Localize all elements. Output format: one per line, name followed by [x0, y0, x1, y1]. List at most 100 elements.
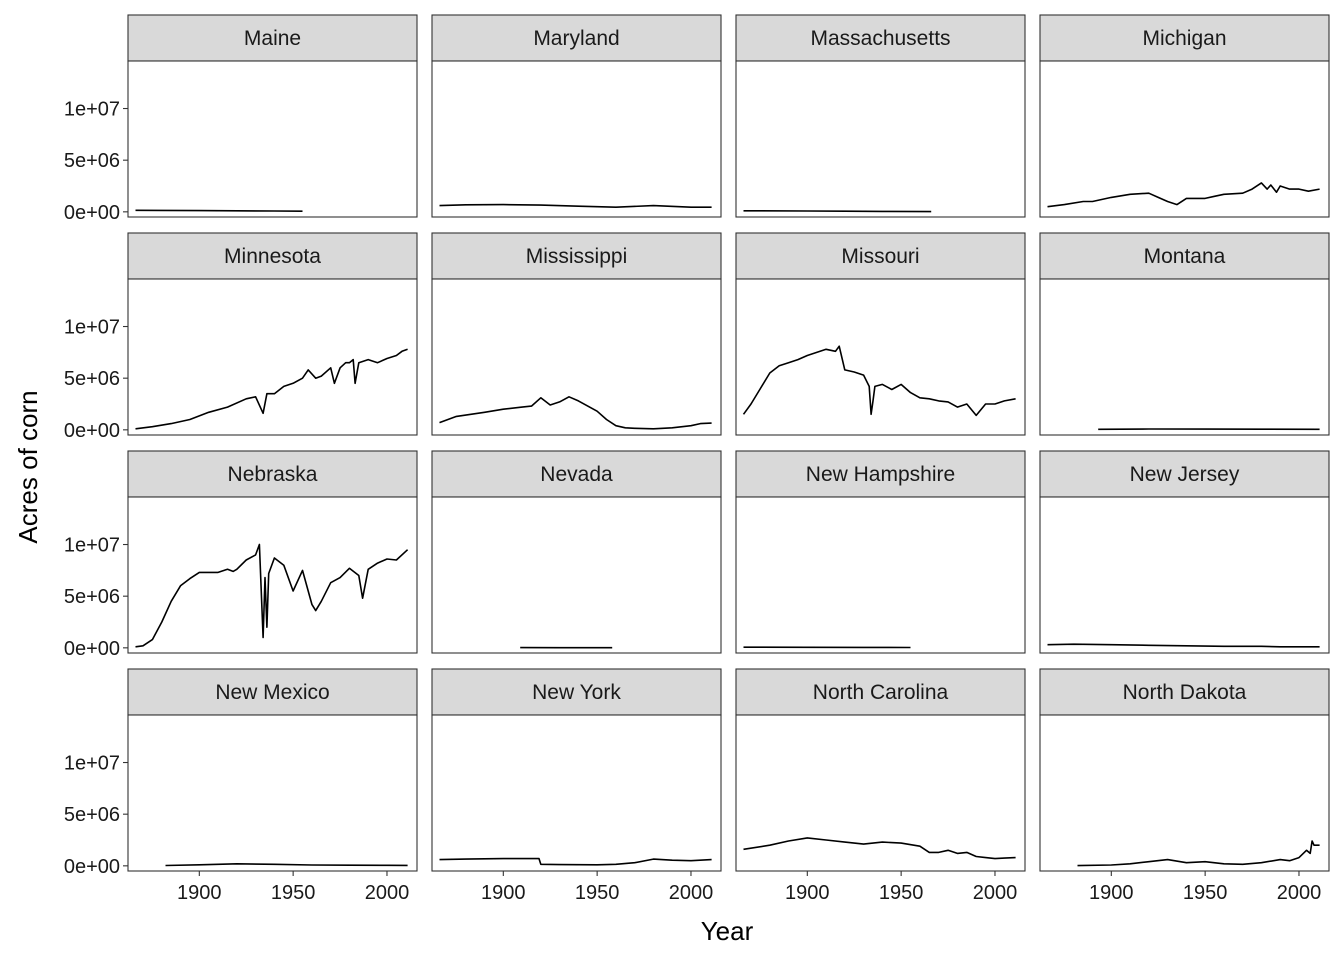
facet-strip-label: New Hampshire — [806, 463, 955, 486]
facet-strip-new-jersey — [1039, 450, 1330, 498]
x-tick-label: 1950 — [879, 882, 924, 904]
plot-area-mississippi — [431, 278, 722, 436]
facet-strip-north-carolina — [735, 668, 1026, 716]
plot-area-nevada — [431, 496, 722, 654]
facet-strip-nebraska — [127, 450, 418, 498]
x-axes-layer: 1900 1950 2000 1900 1950 2000 1900 1950 2000 1900… — [177, 871, 1321, 904]
y-tick-label: 0e+00 — [64, 856, 120, 878]
series-line-maine — [135, 209, 303, 212]
y-tick-label: 0e+00 — [64, 420, 120, 442]
facet-panel-maryland: Maryland — [431, 14, 722, 218]
plot-area-maryland — [431, 60, 722, 218]
facet-strip-label: New York — [532, 681, 621, 704]
facet-strip-nevada — [431, 450, 722, 498]
x-tick-label: 2000 — [669, 882, 714, 904]
x-tick-label: 1900 — [177, 882, 222, 904]
facet-panel-nebraska: Nebraska — [127, 450, 418, 654]
facet-panel-massachusetts: Massachusetts — [735, 14, 1026, 218]
y-axis-row-1: 0e+00 5e+06 1e+07 — [64, 99, 128, 224]
x-tick-label: 1950 — [271, 882, 316, 904]
series-line-new-york — [439, 857, 712, 866]
plot-area-new-mexico — [127, 714, 418, 872]
plot-area-minnesota — [127, 278, 418, 436]
x-tick-label: 1900 — [481, 882, 526, 904]
panels-layer: Maine Maryland Massachusetts Michigan Minnes… — [127, 14, 1330, 872]
facet-panel-north-carolina: North Carolina — [735, 668, 1026, 872]
facet-strip-label: Missouri — [841, 245, 919, 268]
plot-area-north-carolina — [735, 714, 1026, 872]
x-tick-label: 1900 — [785, 882, 830, 904]
y-axis-row-4: 0e+00 5e+06 1e+07 — [64, 753, 128, 878]
x-axis-col-2: 1900 1950 2000 — [481, 871, 713, 904]
facet-strip-missouri — [735, 232, 1026, 280]
facet-strip-label: Massachusetts — [810, 27, 950, 50]
y-axis-row-2: 0e+00 5e+06 1e+07 — [64, 317, 128, 442]
facet-panel-north-dakota: North Dakota — [1039, 668, 1330, 872]
plot-area-maine — [127, 60, 418, 218]
series-line-maryland — [439, 203, 712, 208]
series-line-minnesota — [135, 348, 408, 430]
facet-strip-north-dakota — [1039, 668, 1330, 716]
y-tick-label: 5e+06 — [64, 804, 120, 826]
facet-panel-minnesota: Minnesota — [127, 232, 418, 436]
y-tick-label: 5e+06 — [64, 586, 120, 608]
plot-area-michigan — [1039, 60, 1330, 218]
plot-area-nebraska — [127, 496, 418, 654]
series-line-michigan — [1047, 182, 1320, 208]
x-tick-label: 2000 — [1277, 882, 1322, 904]
y-tick-label: 1e+07 — [64, 753, 120, 775]
facet-panel-new-york: New York — [431, 668, 722, 872]
series-line-missouri — [742, 345, 1016, 417]
facet-strip-label: Maine — [244, 27, 301, 50]
plot-area-north-dakota — [1039, 714, 1330, 872]
facet-strip-label: Maryland — [533, 27, 619, 50]
y-axes-layer: 0e+00 5e+06 1e+07 0e+00 5e+06 1e+07 0e+00 5e+06… — [64, 99, 128, 878]
facet-strip-new-hampshire — [735, 450, 1026, 498]
plot-area-new-york — [431, 714, 722, 872]
y-tick-label: 1e+07 — [64, 317, 120, 339]
x-axis-title: Year — [701, 916, 754, 946]
x-tick-label: 1950 — [575, 882, 620, 904]
facet-panel-maine: Maine — [127, 14, 418, 218]
plot-area-massachusetts — [735, 60, 1026, 218]
facet-strip-label: North Carolina — [813, 681, 949, 704]
facet-strip-label: Nebraska — [228, 463, 318, 486]
series-line-north-carolina — [743, 837, 1016, 860]
facet-strip-new-york — [431, 668, 722, 716]
facet-strip-maine — [127, 14, 418, 62]
x-tick-label: 1950 — [1183, 882, 1228, 904]
x-tick-label: 2000 — [973, 882, 1018, 904]
plot-area-new-jersey — [1039, 496, 1330, 654]
facet-strip-montana — [1039, 232, 1330, 280]
y-axis-row-3: 0e+00 5e+06 1e+07 — [64, 535, 128, 660]
series-line-mississippi — [439, 395, 712, 430]
plot-area-missouri — [735, 278, 1026, 436]
series-line-new-jersey — [1047, 643, 1320, 648]
y-tick-label: 1e+07 — [64, 535, 120, 557]
y-tick-label: 0e+00 — [64, 638, 120, 660]
x-axis-col-4: 1900 1950 2000 — [1089, 871, 1321, 904]
y-tick-label: 0e+00 — [64, 202, 120, 224]
facet-strip-label: New Mexico — [215, 681, 329, 704]
facet-panel-montana: Montana — [1039, 232, 1330, 436]
facet-strip-label: Minnesota — [224, 245, 321, 268]
x-axis-col-3: 1900 1950 2000 — [785, 871, 1017, 904]
facet-strip-michigan — [1039, 14, 1330, 62]
facet-panel-new-hampshire: New Hampshire — [735, 450, 1026, 654]
x-tick-label: 2000 — [365, 882, 410, 904]
y-axis-title: Acres of corn — [13, 390, 43, 543]
series-line-massachusetts — [743, 210, 932, 213]
facet-strip-label: Mississippi — [526, 245, 628, 268]
facet-strip-maryland — [431, 14, 722, 62]
facet-strip-label: Michigan — [1142, 27, 1226, 50]
facet-panel-missouri: Missouri — [735, 232, 1026, 436]
facet-strip-minnesota — [127, 232, 418, 280]
plot-area-montana — [1039, 278, 1330, 436]
facet-strip-label: New Jersey — [1130, 463, 1240, 486]
y-tick-label: 5e+06 — [64, 368, 120, 390]
y-tick-label: 5e+06 — [64, 150, 120, 172]
plot-area-new-hampshire — [735, 496, 1026, 654]
facet-strip-new-mexico — [127, 668, 418, 716]
facet-panel-michigan: Michigan — [1039, 14, 1330, 218]
